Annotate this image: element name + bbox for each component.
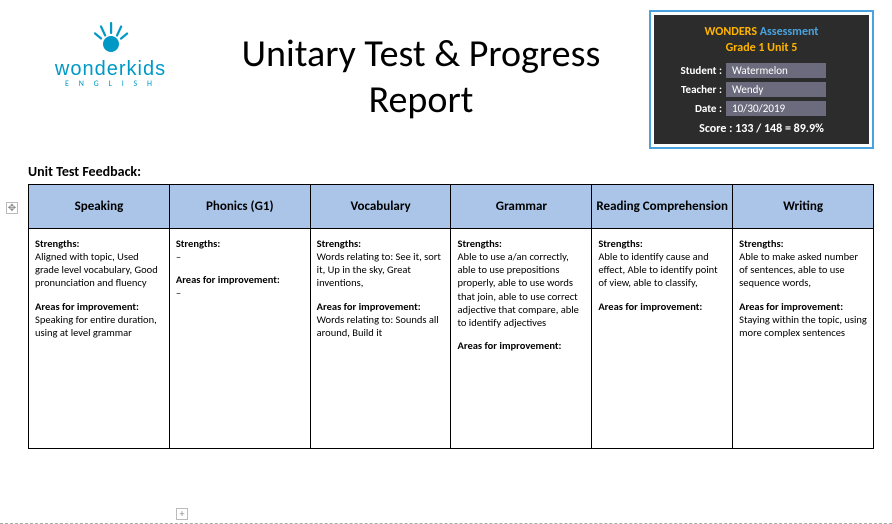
logo-name: wonderkids: [55, 58, 166, 81]
date-value: 10/30/2019: [726, 101, 826, 116]
areas-label: Areas for improvement:: [35, 300, 163, 313]
reading-strengths: Able to identify cause and effect, Able …: [598, 250, 717, 289]
areas-label: Areas for improvement:: [739, 300, 867, 313]
speaking-areas: Speaking for entire duration, using at l…: [35, 313, 157, 339]
strengths-label: Strengths:: [598, 237, 726, 250]
col-phonics: Phonics (G1): [169, 185, 310, 229]
col-reading: Reading Comprehension: [592, 185, 733, 229]
add-row-icon[interactable]: +: [176, 508, 188, 520]
phonics-areas: –: [176, 286, 181, 299]
score-row: Score : 133 / 148 = 89.9%: [664, 122, 859, 136]
table-row: Strengths: Aligned with topic, Used grad…: [29, 229, 874, 449]
date-label: Date :: [664, 102, 726, 115]
cell-speaking: Strengths: Aligned with topic, Used grad…: [29, 229, 170, 449]
speaking-strengths: Aligned with topic, Used grade level voc…: [35, 250, 158, 289]
move-handle-icon[interactable]: ✥: [6, 202, 18, 214]
strengths-label: Strengths:: [317, 237, 445, 250]
strengths-label: Strengths:: [457, 237, 585, 250]
heading-wonders: WONDERS: [705, 25, 757, 39]
col-writing: Writing: [733, 185, 874, 229]
areas-label: Areas for improvement:: [598, 300, 726, 313]
col-vocabulary: Vocabulary: [310, 185, 451, 229]
areas-label: Areas for improvement:: [457, 339, 585, 352]
title-text: Unitary Test & Progress Report: [205, 32, 637, 123]
grammar-strengths: Able to use a/an correctly, able to use …: [457, 250, 578, 329]
logo-sub: E N G L I S H: [65, 79, 156, 89]
vocab-areas: Words relating to: Sounds all around, Bu…: [317, 313, 439, 339]
teacher-value: Wendy: [726, 82, 826, 97]
strengths-label: Strengths:: [739, 237, 867, 250]
writing-strengths: Able to make asked number of sentences, …: [739, 250, 858, 289]
col-grammar: Grammar: [451, 185, 592, 229]
logo: wonderkids E N G L I S H: [28, 10, 193, 89]
student-value: Watermelon: [726, 63, 826, 78]
assessment-heading: WONDERS Assessment: [664, 25, 859, 39]
cell-phonics: Strengths: – Areas for improvement: –: [169, 229, 310, 449]
teacher-label: Teacher :: [664, 83, 726, 96]
cell-reading: Strengths: Able to identify cause and ef…: [592, 229, 733, 449]
section-title: Unit Test Feedback:: [28, 163, 874, 180]
heading-assessment: Assessment: [760, 25, 819, 39]
header-row: wonderkids E N G L I S H Unitary Test & …: [28, 10, 874, 149]
strengths-label: Strengths:: [35, 237, 163, 250]
page-title: Unitary Test & Progress Report: [205, 10, 637, 123]
hand-icon: [91, 18, 131, 58]
cell-vocabulary: Strengths: Words relating to: See it, so…: [310, 229, 451, 449]
areas-label: Areas for improvement:: [317, 300, 445, 313]
vocab-strengths: Words relating to: See it, sort it, Up i…: [317, 250, 441, 289]
writing-areas: Staying within the topic, using more com…: [739, 313, 867, 339]
strengths-label: Strengths:: [176, 237, 304, 250]
assessment-sub: Grade 1 Unit 5: [664, 41, 859, 55]
areas-label: Areas for improvement:: [176, 273, 304, 286]
cell-grammar: Strengths: Able to use a/an correctly, a…: [451, 229, 592, 449]
col-speaking: Speaking: [29, 185, 170, 229]
assessment-card: WONDERS Assessment Grade 1 Unit 5 Studen…: [649, 10, 874, 149]
student-label: Student :: [664, 64, 726, 77]
feedback-table: Speaking Phonics (G1) Vocabulary Grammar…: [28, 184, 874, 449]
phonics-strengths: –: [176, 250, 181, 263]
cell-writing: Strengths: Able to make asked number of …: [733, 229, 874, 449]
